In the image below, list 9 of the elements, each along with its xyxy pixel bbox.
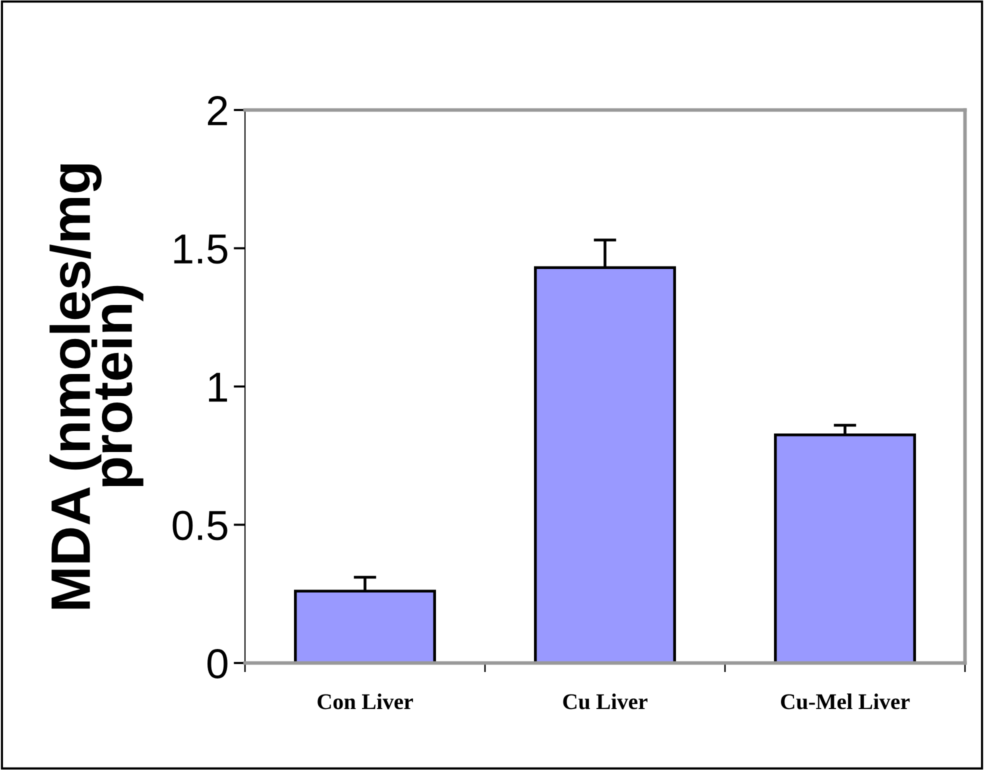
y-axis-title: MDA (nmoles/mg protein) (50, 164, 144, 609)
y-tick-label: 1 (209, 372, 227, 402)
x-tick-label: Cu Liver (563, 694, 648, 710)
y-tick-label: 1.5 (174, 234, 228, 264)
x-tick-label: Cu-Mel Liver (780, 694, 910, 710)
x-tick-label: Con Liver (318, 694, 413, 710)
y-tick-label: 2 (208, 96, 227, 126)
y-tick-label: 0 (207, 649, 228, 679)
y-tick-label: 0.5 (172, 510, 228, 540)
